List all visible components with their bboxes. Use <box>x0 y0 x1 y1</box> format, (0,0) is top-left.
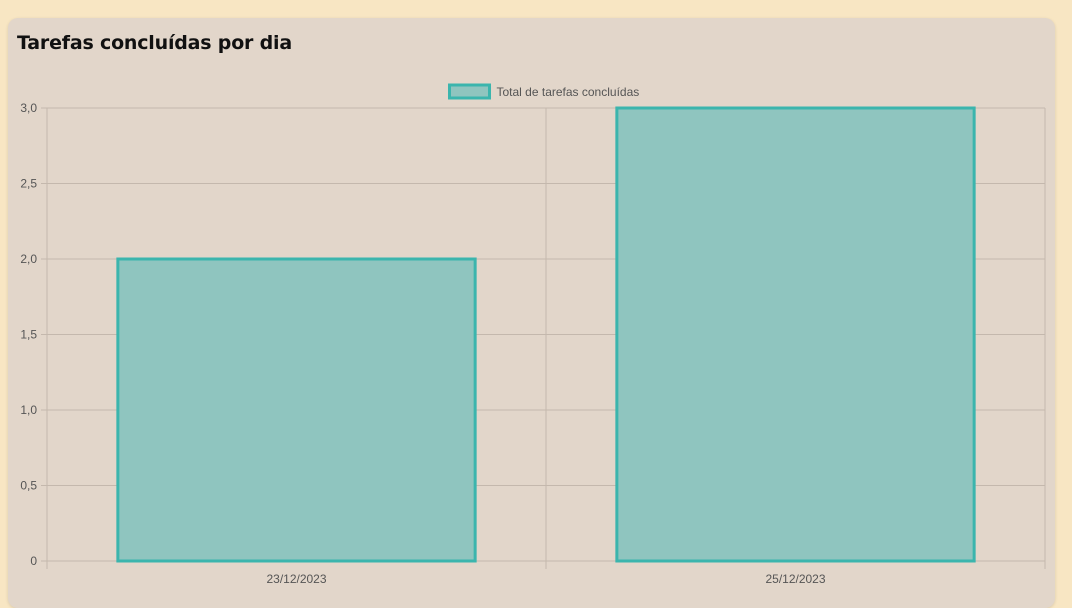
y-tick-label: 2,0 <box>20 252 37 266</box>
bar <box>116 257 477 563</box>
y-tick-label: 2,5 <box>20 177 37 191</box>
y-tick-label: 1,5 <box>20 328 37 342</box>
legend-label: Total de tarefas concluídas <box>497 85 640 99</box>
bar <box>615 106 976 563</box>
legend-swatch <box>448 83 491 100</box>
y-tick-label: 3,0 <box>20 101 37 115</box>
x-tick-label: 23/12/2023 <box>266 572 326 586</box>
y-tick-label: 0 <box>30 554 37 568</box>
x-tick-label: 25/12/2023 <box>765 572 825 586</box>
chart-title: Tarefas concluídas por dia <box>17 32 292 54</box>
y-tick-label: 0,5 <box>20 479 37 493</box>
y-tick-label: 1,0 <box>20 403 37 417</box>
